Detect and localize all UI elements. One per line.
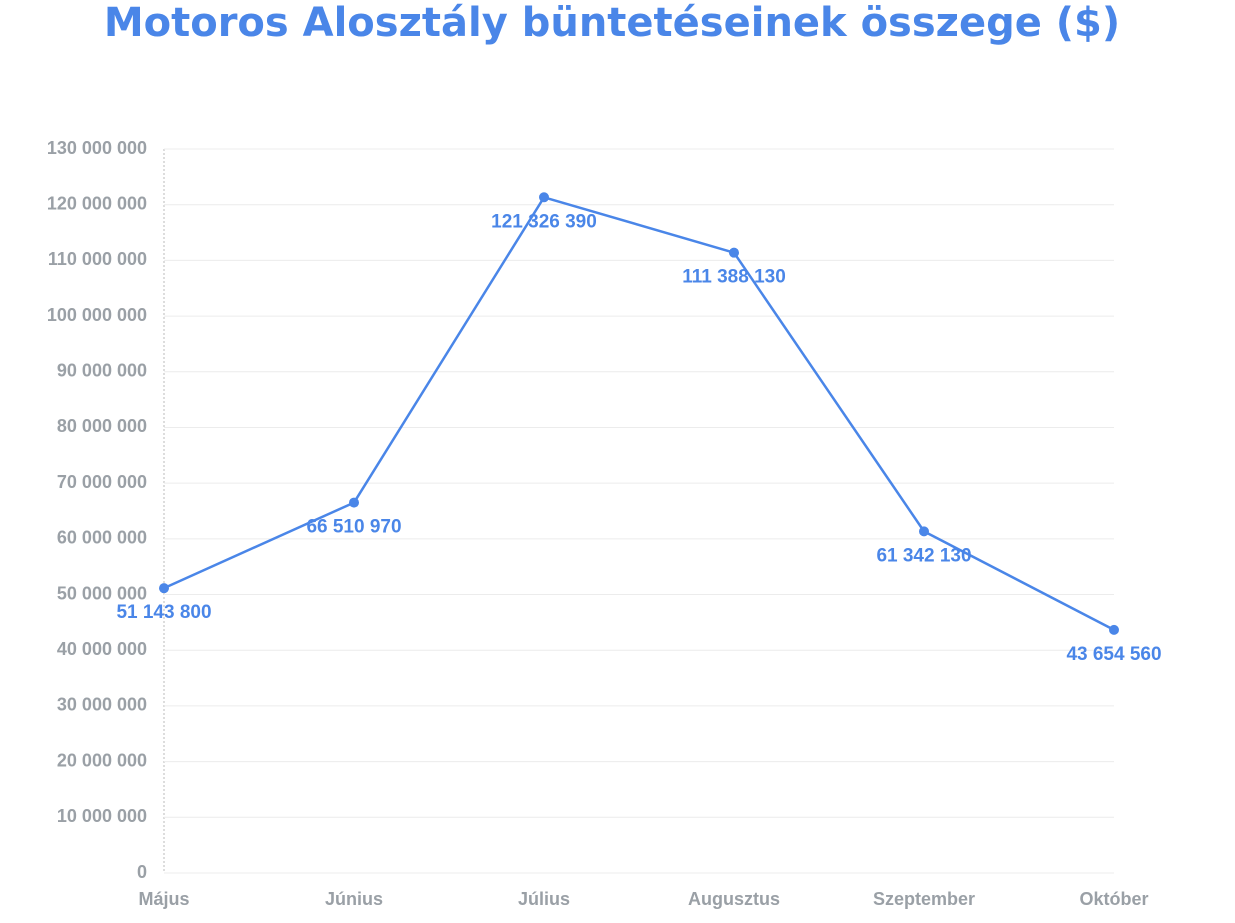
y-tick-label: 120 000 000	[47, 193, 147, 213]
x-tick-label: Május	[138, 889, 189, 909]
x-tick-label: Október	[1079, 889, 1148, 909]
data-label: 61 342 130	[876, 545, 971, 566]
point	[1109, 624, 1119, 635]
x-tick-label: Szeptember	[873, 889, 975, 909]
y-tick-label: 110 000 000	[48, 249, 147, 269]
data-label: 51 143 800	[116, 602, 211, 623]
chart-title: Motoros Alosztály büntetéseinek összege …	[104, 0, 1120, 46]
point	[159, 583, 169, 594]
y-tick-label: 80 000 000	[57, 416, 147, 436]
y-tick-label: 70 000 000	[57, 472, 147, 492]
x-tick-label: Június	[325, 889, 383, 909]
y-tick-label: 130 000 000	[47, 138, 147, 158]
data-label: 111 388 130	[682, 267, 786, 288]
point	[729, 247, 739, 258]
data-label: 121 326 390	[491, 211, 597, 232]
point	[539, 192, 549, 203]
line	[163, 195, 1115, 631]
y-tick-label: 50 000 000	[57, 583, 147, 603]
data-label: 43 654 560	[1066, 644, 1161, 665]
y-tick-label: 60 000 000	[57, 528, 147, 548]
point	[349, 497, 359, 508]
data-label: 66 510 970	[306, 517, 401, 538]
y-tick-label: 100 000 000	[47, 305, 147, 325]
y-tick-label: 90 000 000	[57, 361, 147, 381]
y-tick-label: 0	[137, 862, 147, 882]
y-tick-label: 30 000 000	[57, 695, 147, 715]
x-tick-label: Augusztus	[688, 889, 780, 909]
point	[919, 526, 929, 537]
x-tick-label: Július	[518, 889, 570, 909]
y-tick-label: 20 000 000	[57, 750, 147, 770]
y-tick-label: 10 000 000	[57, 806, 147, 826]
y-tick-label: 40 000 000	[57, 639, 147, 659]
